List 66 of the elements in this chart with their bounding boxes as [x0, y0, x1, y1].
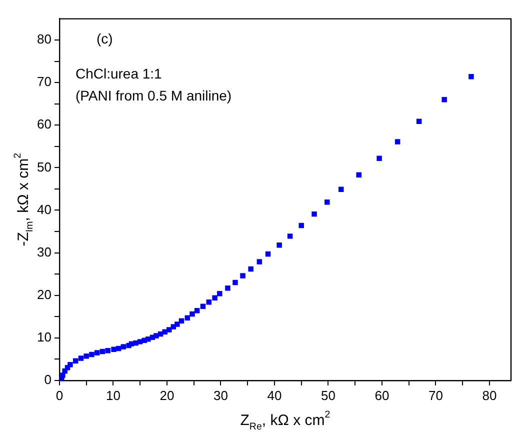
y-tick-label: 20 — [36, 286, 52, 302]
x-tick-label: 80 — [482, 388, 497, 403]
point — [442, 97, 447, 102]
point — [256, 259, 262, 264]
y-tick-label: 30 — [36, 244, 52, 260]
point — [206, 300, 212, 305]
point — [89, 352, 94, 358]
x-tick-label: 10 — [106, 388, 120, 403]
point — [265, 251, 271, 257]
x-tick-label: 20 — [160, 388, 174, 403]
y-tick-label: 80 — [36, 32, 52, 47]
y-tick-label: 50 — [36, 159, 52, 174]
point — [154, 333, 159, 338]
point — [68, 362, 73, 368]
point — [184, 315, 190, 320]
point — [166, 327, 172, 332]
point — [174, 322, 180, 327]
annotation: (c) — [96, 30, 113, 47]
point — [356, 172, 362, 178]
point — [200, 304, 206, 309]
point — [376, 156, 382, 161]
point — [105, 348, 110, 354]
point — [240, 273, 246, 278]
point — [225, 285, 230, 291]
point — [394, 139, 400, 144]
point — [137, 339, 143, 344]
x-tick-label: 50 — [321, 388, 336, 403]
point — [468, 74, 474, 80]
point — [146, 336, 151, 342]
point — [111, 346, 116, 352]
point — [116, 346, 122, 352]
point — [94, 350, 100, 356]
point — [338, 186, 344, 192]
point — [276, 242, 282, 248]
y-tick-label: 70 — [36, 74, 52, 90]
point — [232, 280, 238, 286]
x-tick-label: 30 — [213, 388, 228, 403]
x-tick-label: 60 — [374, 388, 390, 403]
point — [84, 354, 89, 359]
point — [72, 358, 78, 364]
point — [120, 344, 126, 350]
point — [100, 348, 106, 354]
point — [60, 372, 66, 378]
x-tick-label: 70 — [428, 388, 443, 403]
point — [178, 318, 184, 324]
y-tick-label: 40 — [36, 202, 52, 217]
point — [217, 290, 222, 296]
point — [298, 222, 304, 228]
point — [248, 266, 254, 272]
x-tick-label: 0 — [56, 388, 64, 403]
x-tick-label: 40 — [267, 388, 282, 403]
point — [312, 211, 317, 217]
point — [416, 118, 422, 124]
point — [287, 234, 293, 239]
y-tick-label: 0 — [44, 372, 52, 387]
point — [194, 308, 200, 314]
annotation: (PANI from 0.5 M aniline) — [75, 88, 232, 104]
annotation: ChCl:urea 1:1 — [75, 66, 162, 82]
point — [162, 329, 168, 335]
y-tick-label: 10 — [36, 329, 52, 344]
point — [212, 295, 218, 300]
point — [190, 311, 195, 317]
y-tick-label: 60 — [36, 116, 52, 132]
point — [78, 356, 84, 361]
y-axis-title: -ZIm, kΩ x cm2 — [12, 152, 36, 246]
point — [324, 200, 330, 205]
